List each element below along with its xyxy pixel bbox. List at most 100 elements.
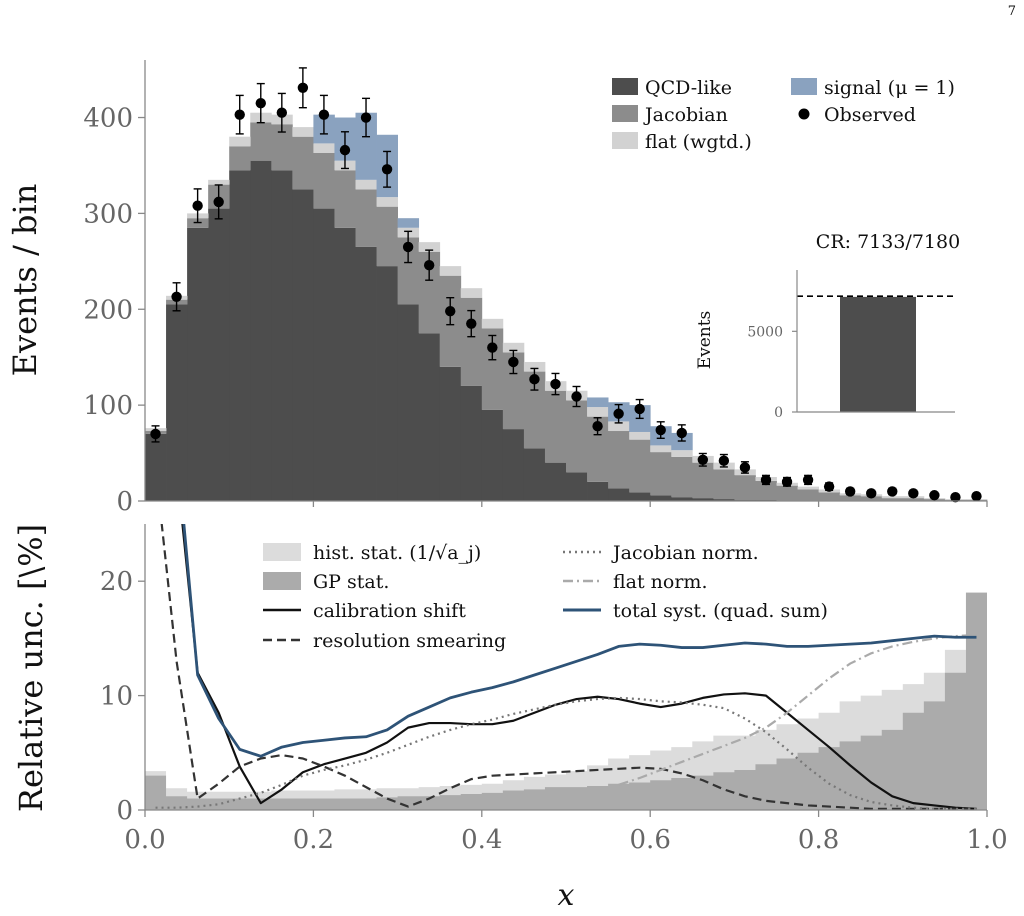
hist-bar	[713, 499, 735, 501]
data-point	[150, 428, 161, 440]
bottom-panel: 0 10 20 0.0 0.2 0.4 0.6 0.8 1.0 Relative unc. [\%…	[12, 524, 1008, 913]
hist-bar	[145, 433, 167, 501]
series-jacobian	[145, 122, 988, 501]
hist-bar	[376, 266, 398, 501]
data-point	[550, 378, 561, 390]
data-point	[234, 109, 245, 120]
hist-bar	[566, 472, 588, 501]
hist-bar	[313, 143, 335, 153]
data-point	[697, 454, 709, 465]
hist-bar	[502, 342, 525, 353]
hist-bar	[608, 488, 630, 501]
y-axis-label: Events / bin	[6, 184, 44, 377]
data-point	[592, 421, 603, 432]
hist-bar	[692, 498, 714, 501]
data-point	[445, 305, 456, 317]
x-tick-label: 0.2	[293, 825, 334, 855]
hist-bar	[460, 297, 483, 386]
legend-swatch	[791, 78, 817, 95]
legend-label: total syst. (quad. sum)	[613, 600, 828, 622]
hist-bar	[502, 429, 525, 501]
data-point	[823, 481, 835, 492]
observed-points	[150, 67, 982, 503]
hist-bar	[608, 421, 630, 432]
hist-bar	[334, 227, 356, 502]
area-gp	[145, 592, 987, 810]
inset-bar	[840, 296, 916, 412]
data-point	[908, 488, 919, 499]
y-tick-label: 100	[83, 391, 133, 421]
data-point	[866, 488, 877, 499]
inset-y-label: Events	[695, 311, 715, 370]
hist-bar	[208, 208, 230, 501]
legend-label: flat (wgtd.)	[645, 131, 752, 153]
y-tick-label: 0	[116, 796, 133, 826]
legend-label: GP stat.	[313, 571, 389, 593]
inset-chart: CR: 7133/7180 0 5000 Events	[695, 231, 960, 421]
data-point	[508, 356, 519, 368]
data-point	[802, 474, 814, 486]
hist-bar	[397, 218, 420, 228]
hist-bar	[271, 124, 293, 171]
y-tick-label: 20	[100, 567, 133, 597]
hist-bar	[629, 492, 651, 501]
hist-bar	[523, 361, 546, 372]
y-tick-label: 300	[83, 199, 133, 229]
hist-bar	[587, 481, 609, 501]
data-point	[171, 291, 182, 302]
hist-bar	[166, 304, 188, 501]
y-tick-label: 10	[100, 682, 133, 712]
hist-bar	[650, 445, 672, 453]
hist-bar	[313, 152, 335, 209]
hist-bar	[839, 495, 862, 501]
hist-bar	[460, 288, 483, 298]
legend-label: resolution smearing	[313, 630, 506, 652]
hist-bar	[355, 246, 377, 501]
data-point	[634, 403, 645, 415]
hist-bar	[587, 407, 609, 417]
y-tick-label: 400	[83, 104, 133, 134]
hist-bar	[902, 498, 925, 501]
data-point	[781, 476, 793, 488]
hist-bar	[818, 492, 841, 501]
inset-title: CR: 7133/7180	[816, 231, 960, 253]
hist-bar	[418, 242, 441, 252]
hist-bar	[439, 266, 462, 276]
hist-bar	[713, 469, 735, 500]
hist-bar	[671, 456, 693, 498]
x-tick-label: 0.4	[461, 825, 502, 855]
hist-bar	[355, 179, 377, 190]
data-point	[929, 490, 940, 501]
hist-bar	[481, 318, 504, 329]
data-point	[487, 342, 498, 353]
legend-swatch	[612, 105, 638, 122]
top-legend: QCD-like Jacobian flat (wgtd.) signal (μ = …	[612, 77, 955, 153]
area-hist	[145, 592, 987, 810]
hist-bar	[313, 208, 335, 501]
hist-bar	[250, 160, 272, 502]
bottom-legend: hist. stat. (1/√a_j) GP stat. calibration …	[263, 542, 828, 652]
hist-bar	[418, 333, 441, 501]
hist-bar	[460, 385, 483, 501]
legend-label: calibration shift	[313, 600, 466, 622]
inset-y-tick-label: 0	[774, 405, 783, 421]
x-axis-label: x	[558, 878, 575, 913]
legend-label: Jacobian	[643, 104, 728, 126]
hist-bar	[544, 390, 567, 463]
hist-bar	[502, 352, 525, 430]
data-point	[213, 196, 224, 208]
hist-bar	[271, 170, 293, 501]
hist-bar	[671, 450, 693, 457]
hist-bar	[229, 146, 251, 171]
hist-bar	[250, 122, 272, 161]
data-point	[297, 82, 309, 94]
data-point	[760, 474, 772, 486]
top-panel: 0 100 200 300 400 Events / bin QCD-like Jacobia…	[6, 60, 988, 517]
hist-bar	[692, 462, 714, 499]
x-tick-label: 0.6	[630, 825, 671, 855]
hist-bar	[608, 431, 630, 489]
legend-label: Observed	[824, 104, 916, 126]
hist-bar	[797, 486, 819, 490]
hist-bar	[481, 328, 504, 410]
